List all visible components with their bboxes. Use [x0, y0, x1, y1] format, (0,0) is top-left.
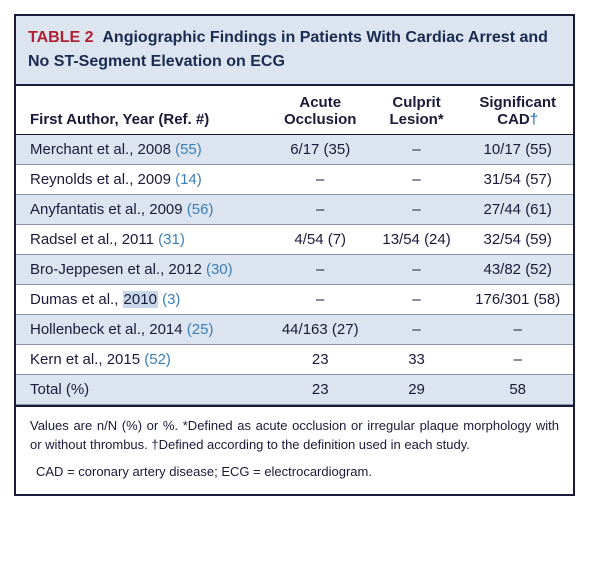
cell-culprit: –: [371, 315, 463, 345]
ref-link[interactable]: (52): [144, 351, 171, 368]
author-text: Kern et al., 2015: [30, 351, 144, 368]
table-row: Reynolds et al., 2009 (14) – – 31/54 (57…: [16, 165, 573, 195]
col-header-author: First Author, Year (Ref. #): [16, 86, 270, 135]
asterisk-symbol: *: [438, 111, 444, 128]
table-row-total: Total (%) 23 29 58: [16, 375, 573, 405]
data-table: First Author, Year (Ref. #) Acute Occlus…: [16, 86, 573, 405]
cell-author: Reynolds et al., 2009 (14): [16, 165, 270, 195]
cell-cad: 27/44 (61): [462, 195, 573, 225]
cell-cad: –: [462, 345, 573, 375]
author-text: Merchant et al., 2008: [30, 141, 175, 158]
table-row: Merchant et al., 2008 (55) 6/17 (35) – 1…: [16, 135, 573, 165]
cell-cad: 10/17 (55): [462, 135, 573, 165]
cell-author: Total (%): [16, 375, 270, 405]
total-label: Total (%): [30, 381, 89, 398]
cell-author: Merchant et al., 2008 (55): [16, 135, 270, 165]
col-h3-l2: CAD: [497, 111, 530, 128]
cell-culprit: –: [371, 255, 463, 285]
cell-occlusion: –: [270, 285, 371, 315]
cell-occlusion: 4/54 (7): [270, 225, 371, 255]
ref-link[interactable]: (14): [175, 171, 202, 188]
cell-cad: 176/301 (58): [462, 285, 573, 315]
cell-occlusion: –: [270, 195, 371, 225]
cell-culprit: 33: [371, 345, 463, 375]
cell-culprit: –: [371, 285, 463, 315]
table-row: Hollenbeck et al., 2014 (25) 44/163 (27)…: [16, 315, 573, 345]
table-row: Anyfantatis et al., 2009 (56) – – 27/44 …: [16, 195, 573, 225]
cell-culprit: 29: [371, 375, 463, 405]
author-text: Radsel et al., 2011: [30, 231, 158, 248]
table-caption: Angiographic Findings in Patients With C…: [28, 29, 548, 70]
cell-author: Anyfantatis et al., 2009 (56): [16, 195, 270, 225]
cell-author: Radsel et al., 2011 (31): [16, 225, 270, 255]
cell-cad: 43/82 (52): [462, 255, 573, 285]
header-row: First Author, Year (Ref. #) Acute Occlus…: [16, 86, 573, 135]
cell-cad: 32/54 (59): [462, 225, 573, 255]
author-text: Reynolds et al., 2009: [30, 171, 175, 188]
col-h2-l2: Lesion: [389, 111, 437, 128]
cell-culprit: 13/54 (24): [371, 225, 463, 255]
cell-author: Kern et al., 2015 (52): [16, 345, 270, 375]
cell-culprit: –: [371, 135, 463, 165]
highlight-text: 2010: [123, 291, 158, 308]
cell-occlusion: 23: [270, 375, 371, 405]
col-header-author-text: First Author, Year (Ref. #): [30, 111, 209, 128]
cell-cad: 58: [462, 375, 573, 405]
cell-occlusion: 44/163 (27): [270, 315, 371, 345]
col-h2-l1: Culprit: [392, 94, 440, 111]
col-header-cad: Significant CAD†: [462, 86, 573, 135]
ref-link[interactable]: (25): [187, 321, 214, 338]
cell-occlusion: –: [270, 165, 371, 195]
cell-occlusion: 6/17 (35): [270, 135, 371, 165]
table-row: Kern et al., 2015 (52) 23 33 –: [16, 345, 573, 375]
table-footnote: Values are n/N (%) or %. *Defined as acu…: [16, 405, 573, 459]
author-text: Hollenbeck et al., 2014: [30, 321, 187, 338]
cell-cad: –: [462, 315, 573, 345]
cell-author: Bro-Jeppesen et al., 2012 (30): [16, 255, 270, 285]
cell-culprit: –: [371, 195, 463, 225]
table-container: TABLE 2 Angiographic Findings in Patient…: [14, 14, 575, 496]
cell-occlusion: 23: [270, 345, 371, 375]
table-body: Merchant et al., 2008 (55) 6/17 (35) – 1…: [16, 135, 573, 405]
ref-link[interactable]: (30): [206, 261, 233, 278]
table-row: Radsel et al., 2011 (31) 4/54 (7) 13/54 …: [16, 225, 573, 255]
author-text: Bro-Jeppesen et al., 2012: [30, 261, 206, 278]
author-text: Anyfantatis et al., 2009: [30, 201, 187, 218]
col-header-occlusion: Acute Occlusion: [270, 86, 371, 135]
col-header-culprit: Culprit Lesion*: [371, 86, 463, 135]
cell-occlusion: –: [270, 255, 371, 285]
cell-cad: 31/54 (57): [462, 165, 573, 195]
col-h1-l1: Acute: [299, 94, 341, 111]
table-title: TABLE 2 Angiographic Findings in Patient…: [16, 16, 573, 86]
dagger-symbol: †: [530, 111, 538, 128]
author-text: Dumas et al.,: [30, 291, 123, 308]
table-row: Bro-Jeppesen et al., 2012 (30) – – 43/82…: [16, 255, 573, 285]
table-abbreviations: CAD = coronary artery disease; ECG = ele…: [16, 459, 573, 494]
col-h3-l1: Significant: [479, 94, 556, 111]
table-row: Dumas et al., 2010 (3) – – 176/301 (58): [16, 285, 573, 315]
cell-culprit: –: [371, 165, 463, 195]
cell-author: Dumas et al., 2010 (3): [16, 285, 270, 315]
cell-author: Hollenbeck et al., 2014 (25): [16, 315, 270, 345]
col-h1-l2: Occlusion: [284, 111, 357, 128]
ref-link[interactable]: (55): [175, 141, 202, 158]
ref-link[interactable]: (31): [158, 231, 185, 248]
table-label: TABLE 2: [28, 29, 93, 46]
ref-link[interactable]: (3): [162, 291, 180, 308]
ref-link[interactable]: (56): [187, 201, 214, 218]
